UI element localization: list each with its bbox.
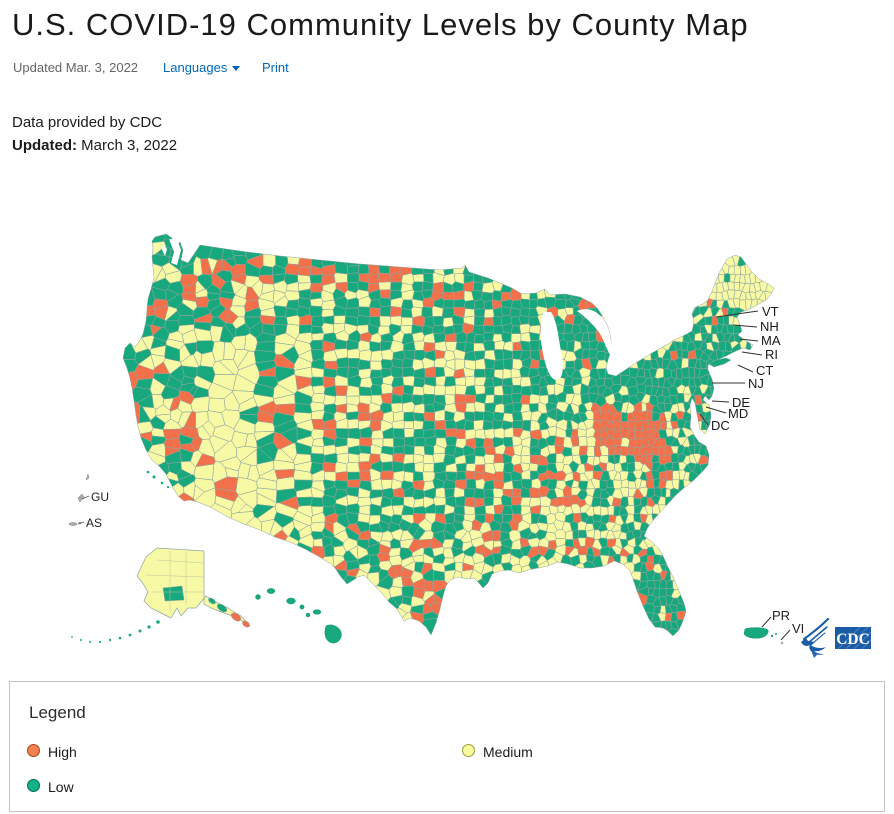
- svg-text:CT: CT: [756, 363, 773, 378]
- svg-text:PR: PR: [772, 608, 790, 623]
- svg-text:RI: RI: [765, 347, 778, 362]
- svg-text:NH: NH: [760, 319, 779, 334]
- svg-text:DC: DC: [711, 418, 730, 433]
- svg-text:DE: DE: [732, 395, 750, 410]
- svg-text:MA: MA: [761, 333, 781, 348]
- svg-text:VT: VT: [762, 304, 779, 319]
- svg-text:CDC: CDC: [836, 631, 870, 648]
- svg-text:MD: MD: [728, 406, 748, 421]
- svg-text:VI: VI: [792, 621, 804, 636]
- svg-text:AS: AS: [86, 516, 102, 530]
- svg-text:GU: GU: [91, 490, 109, 504]
- svg-text:NJ: NJ: [748, 376, 764, 391]
